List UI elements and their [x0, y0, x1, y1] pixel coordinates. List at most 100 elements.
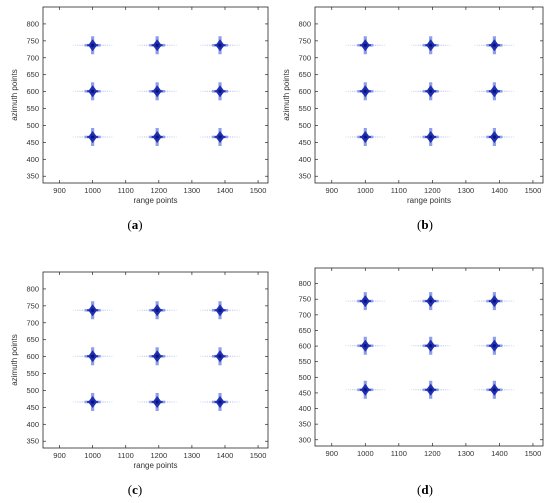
y-tick-label: 750	[26, 36, 39, 45]
y-tick-label: 750	[26, 301, 39, 310]
panel-caption: (b)	[417, 217, 433, 232]
point-target	[200, 392, 240, 411]
y-tick-label: 550	[298, 104, 311, 113]
x-tick-label: 900	[326, 449, 339, 458]
point-target	[345, 82, 386, 101]
point-target	[410, 127, 451, 146]
y-axis-label: azimuth points	[282, 69, 291, 121]
y-tick-label: 700	[26, 53, 39, 62]
y-tick-label: 700	[298, 53, 311, 62]
y-tick-label: 350	[26, 172, 39, 181]
point-target	[72, 127, 113, 146]
panel-caption: (d)	[417, 482, 433, 497]
x-tick-label: 1200	[150, 451, 167, 460]
x-tick-label: 1100	[118, 186, 134, 195]
y-tick-label: 500	[26, 121, 39, 130]
point-target	[200, 36, 240, 55]
x-tick-label: 1000	[84, 186, 101, 195]
y-tick-label: 400	[298, 404, 311, 413]
point-target	[474, 82, 515, 101]
point-target	[72, 347, 113, 366]
point-target	[410, 36, 451, 55]
y-tick-label: 650	[298, 326, 311, 335]
y-axis-label: azimuth points	[10, 69, 19, 121]
x-axis-label: range points	[407, 196, 451, 205]
point-target	[474, 36, 515, 55]
point-target	[137, 301, 177, 320]
y-tick-label: 800	[298, 19, 311, 28]
point-target	[345, 380, 386, 399]
point-target	[72, 82, 113, 101]
point-target	[137, 347, 177, 366]
x-tick-label: 1000	[357, 186, 374, 195]
y-tick-label: 800	[26, 19, 39, 28]
y-tick-label: 800	[26, 284, 39, 293]
x-tick-label: 1400	[217, 451, 234, 460]
point-target	[72, 392, 113, 411]
point-target	[345, 292, 386, 311]
y-tick-label: 350	[298, 420, 311, 429]
x-axis-label: range points	[133, 461, 177, 470]
y-tick-label: 300	[298, 435, 311, 444]
x-tick-label: 1200	[424, 449, 441, 458]
x-tick-label: 1500	[250, 186, 267, 195]
y-axis-label: azimuth points	[10, 334, 19, 386]
x-tick-label: 1300	[458, 186, 475, 195]
point-target	[137, 392, 177, 411]
point-target	[200, 127, 240, 146]
x-tick-label: 1100	[391, 449, 407, 458]
y-tick-label: 500	[26, 386, 39, 395]
x-tick-label: 900	[326, 186, 339, 195]
x-axis-label: range points	[133, 196, 177, 205]
y-tick-label: 450	[298, 388, 311, 397]
y-tick-label: 500	[298, 373, 311, 382]
x-tick-label: 1300	[458, 449, 475, 458]
x-tick-label: 1500	[525, 449, 542, 458]
y-tick-label: 700	[26, 318, 39, 327]
point-target	[200, 82, 240, 101]
y-tick-label: 750	[298, 36, 311, 45]
x-tick-label: 1200	[150, 186, 167, 195]
panel-caption: (c)	[128, 482, 142, 497]
y-tick-label: 600	[26, 352, 39, 361]
y-tick-label: 400	[26, 420, 39, 429]
point-target	[200, 347, 240, 366]
y-tick-label: 650	[26, 70, 39, 79]
y-tick-label: 550	[26, 104, 39, 113]
x-tick-label: 1200	[424, 186, 441, 195]
x-tick-label: 1500	[525, 186, 542, 195]
y-tick-label: 450	[298, 138, 311, 147]
point-target	[474, 380, 515, 399]
y-tick-label: 400	[26, 155, 39, 164]
y-tick-label: 600	[298, 87, 311, 96]
point-target	[345, 36, 386, 55]
x-tick-label: 1400	[217, 186, 234, 195]
point-target	[72, 36, 113, 55]
y-tick-label: 650	[26, 335, 39, 344]
point-target	[474, 292, 515, 311]
y-tick-label: 450	[26, 138, 39, 147]
panel-c: 900 1000 1100 1200 1300 1400 1500 350 400 450 500 5…	[10, 271, 269, 497]
panel-caption: (a)	[127, 217, 142, 232]
point-target	[137, 127, 177, 146]
point-target	[410, 336, 451, 355]
y-tick-label: 350	[298, 172, 311, 181]
y-tick-label: 700	[298, 310, 311, 319]
y-tick-label: 600	[298, 342, 311, 351]
point-target	[200, 301, 240, 320]
panel-a: 900 1000 1100 1200 1300 1400 1500 350 400 450 500 5…	[10, 6, 269, 232]
point-target	[345, 336, 386, 355]
y-tick-label: 650	[298, 70, 311, 79]
y-tick-label: 600	[26, 87, 39, 96]
x-tick-label: 1500	[250, 451, 267, 460]
x-tick-label: 1000	[357, 449, 374, 458]
point-target	[410, 82, 451, 101]
point-target	[345, 127, 386, 146]
x-tick-label: 900	[53, 451, 66, 460]
y-tick-label: 350	[26, 437, 39, 446]
point-target	[137, 36, 177, 55]
x-tick-label: 1100	[118, 451, 134, 460]
x-tick-label: 1300	[184, 186, 201, 195]
x-tick-label: 1400	[491, 186, 508, 195]
